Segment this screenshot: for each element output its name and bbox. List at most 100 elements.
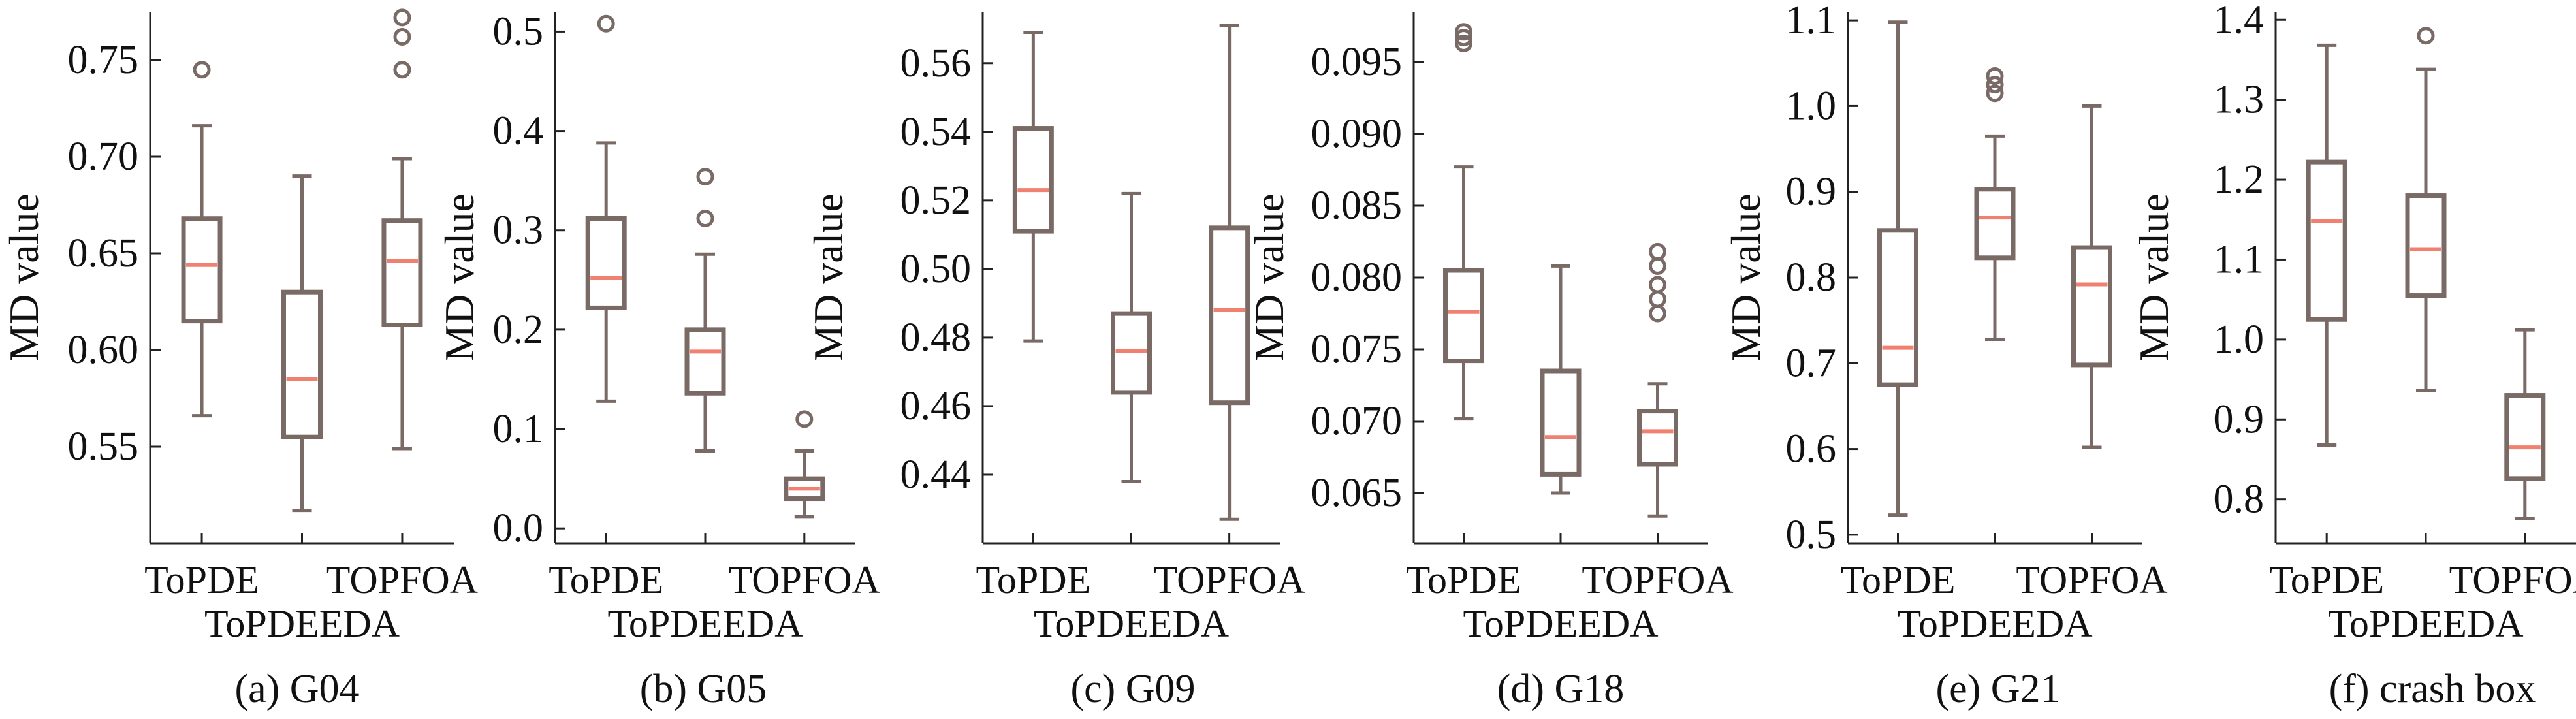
iqr-box xyxy=(181,216,223,324)
iqr-box xyxy=(784,476,825,502)
iqr-box xyxy=(381,218,423,328)
y-tick-label: 0.9 xyxy=(1786,170,1837,214)
iqr-box xyxy=(1637,409,1678,467)
outlier-point xyxy=(1455,34,1472,52)
y-tick-label: 0.75 xyxy=(68,38,139,82)
iqr-box xyxy=(2405,193,2447,298)
y-tick-label: 1.4 xyxy=(2214,0,2265,42)
y-tick-label: 0.5 xyxy=(493,9,544,54)
iqr-box xyxy=(684,327,726,396)
y-tick-label: 0.085 xyxy=(1311,184,1403,228)
box-TOPFOA xyxy=(1209,24,1250,521)
y-tick-label: 0.52 xyxy=(900,178,972,223)
panel-caption: (a) G04 xyxy=(234,667,359,711)
y-tick-label: 0.60 xyxy=(68,328,139,372)
category-label: ToPDE xyxy=(549,558,663,601)
box-ToPDE xyxy=(585,14,627,403)
outlier-point xyxy=(597,14,615,33)
y-tick-label: 0.65 xyxy=(68,231,139,276)
outlier-point xyxy=(1455,29,1472,47)
y-tick-label: 0.0 xyxy=(493,506,544,551)
category-label: ToPDE xyxy=(1841,558,1956,601)
y-tick-label: 0.3 xyxy=(493,208,544,253)
panel-caption: (c) G09 xyxy=(1070,667,1195,711)
box-TOPFOA xyxy=(2071,104,2112,449)
box-ToPDE xyxy=(1012,31,1054,343)
category-label: ToPDE xyxy=(144,558,259,601)
outlier-point xyxy=(1649,276,1666,294)
box-ToPDE xyxy=(1877,20,1918,517)
panel-caption: (d) G18 xyxy=(1497,667,1625,711)
y-tick-label: 0.8 xyxy=(2214,477,2265,522)
category-label: TOPFOA xyxy=(326,558,478,601)
y-tick-label: 0.70 xyxy=(68,135,139,179)
category-label: TOPFOA xyxy=(2016,558,2167,601)
outlier-point xyxy=(1986,84,2004,103)
category-label: ToPDEEDA xyxy=(607,602,803,645)
y-axis-label: MD value xyxy=(436,193,483,362)
category-label: TOPFOA xyxy=(1154,558,1305,601)
y-tick-label: 0.070 xyxy=(1311,399,1403,443)
category-label: ToPDEEDA xyxy=(1897,602,2092,645)
y-tick-label: 1.0 xyxy=(2214,317,2265,362)
iqr-box xyxy=(2306,159,2347,322)
category-label: ToPDEEDA xyxy=(1463,602,1658,645)
y-tick-label: 0.54 xyxy=(900,110,972,154)
outlier-point xyxy=(1649,304,1666,323)
outlier-point xyxy=(696,209,714,227)
y-tick-label: 0.56 xyxy=(900,41,972,86)
y-tick-label: 0.075 xyxy=(1311,327,1403,372)
outlier-point xyxy=(2417,27,2435,45)
iqr-box xyxy=(1111,311,1152,395)
outlier-point xyxy=(1986,76,2004,94)
outlier-point xyxy=(393,61,411,79)
y-axis-label: MD value xyxy=(1,193,47,362)
y-tick-label: 0.090 xyxy=(1311,112,1403,156)
box-ToPDEEDA xyxy=(281,174,323,513)
y-tick-label: 0.065 xyxy=(1311,471,1403,515)
outlier-point xyxy=(1649,290,1666,308)
panel-caption: (f) crash box xyxy=(2329,667,2536,711)
y-tick-label: 1.1 xyxy=(1786,0,1837,42)
y-tick-label: 0.50 xyxy=(900,247,972,291)
iqr-box xyxy=(1443,268,1484,364)
box-ToPDEEDA xyxy=(2405,27,2447,392)
category-label: TOPFOA xyxy=(2449,558,2576,601)
iqr-box xyxy=(1209,225,1250,406)
y-tick-label: 0.1 xyxy=(493,407,544,451)
box-TOPFOA xyxy=(1637,242,1678,518)
outlier-point xyxy=(696,168,714,186)
box-ToPDEEDA xyxy=(1540,264,1582,495)
y-tick-label: 0.5 xyxy=(1786,513,1837,557)
box-ToPDE xyxy=(1443,23,1484,421)
box-ToPDE xyxy=(181,61,223,418)
panel-3: 0.44 0.46 0.48 0.50 0.52 0.54 0.56 ToPDE TOPFOAT… xyxy=(805,12,1305,711)
y-tick-label: 0.080 xyxy=(1311,255,1403,300)
y-tick-label: 1.2 xyxy=(2214,157,2265,202)
iqr-box xyxy=(2071,245,2112,368)
y-tick-label: 1.3 xyxy=(2214,78,2265,122)
iqr-box xyxy=(1540,368,1582,477)
outlier-point xyxy=(393,8,411,27)
panel-caption: (b) G05 xyxy=(640,667,767,711)
outlier-point xyxy=(795,410,814,428)
iqr-box xyxy=(1974,187,2016,261)
iqr-box xyxy=(1877,228,1918,387)
y-tick-label: 0.48 xyxy=(900,315,972,360)
iqr-box xyxy=(2504,393,2546,481)
box-ToPDE xyxy=(2306,43,2347,447)
panel-6: 0.8 0.9 1.0 1.1 1.2 1.3 1.4 ToPDE TOPFOAToPDEEDA… xyxy=(2131,0,2576,711)
outlier-point xyxy=(393,27,411,46)
category-label: ToPDE xyxy=(1407,558,1521,601)
box-ToPDEEDA xyxy=(1974,67,2016,342)
box-TOPFOA xyxy=(2504,328,2546,520)
y-tick-label: 0.44 xyxy=(900,453,972,497)
category-label: ToPDEEDA xyxy=(204,602,400,645)
box-TOPFOA xyxy=(784,410,825,519)
box-TOPFOA xyxy=(381,8,423,451)
outlier-point xyxy=(1455,23,1472,41)
outlier-point xyxy=(1649,242,1666,261)
category-label: ToPDEEDA xyxy=(2328,602,2523,645)
